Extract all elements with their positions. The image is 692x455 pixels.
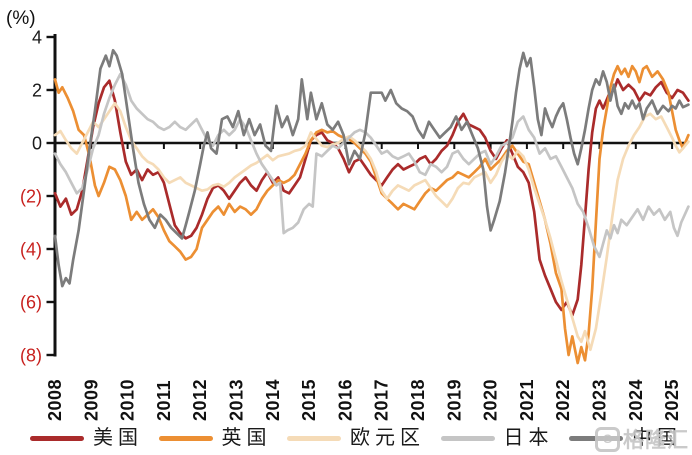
series-line-uk	[53, 64, 690, 365]
x-tick-label: 2015	[299, 379, 319, 421]
series-line-eurozone	[53, 101, 690, 352]
x-tick-label: 2021	[517, 379, 537, 421]
legend-label-uk: 英国	[221, 427, 272, 449]
x-tick-label: 2012	[190, 379, 210, 421]
legend-label-us: 美国	[93, 427, 143, 449]
legend-swatch-eurozone	[287, 435, 341, 441]
x-tick-label: 2025	[662, 379, 682, 421]
legend-item-eurozone: 欧元区	[287, 428, 425, 448]
y-tick-label: (4)	[20, 240, 42, 260]
legend: 美国 英国 欧元区 日本 中国	[0, 423, 692, 453]
legend-label-japan: 日本	[503, 427, 554, 449]
y-tick-label: 4	[32, 28, 42, 48]
x-tick-label: 2018	[408, 379, 428, 421]
x-tick-label: 2016	[335, 379, 355, 421]
legend-item-china: 中国	[569, 428, 682, 448]
legend-swatch-japan	[440, 435, 495, 441]
legend-swatch-us	[30, 435, 84, 441]
x-tick-label: 2013	[227, 379, 247, 421]
x-tick-label: 2017	[372, 379, 392, 421]
y-tick-label: 2	[32, 81, 42, 101]
series-lines	[53, 48, 690, 365]
legend-swatch-uk	[158, 435, 213, 441]
y-axis-unit-label: (%)	[6, 8, 36, 29]
y-tick-label: (6)	[20, 293, 42, 313]
x-tick-labels: 2008 2009 2010 2011 2012 2013 2014 2015 2016 2017…	[45, 379, 682, 421]
y-tick-label: (8)	[20, 346, 42, 366]
x-tick-label: 2019	[444, 379, 464, 421]
series-line-china	[53, 48, 690, 288]
legend-item-japan: 日本	[440, 427, 554, 449]
legend-item-uk: 英国	[158, 427, 272, 449]
legend-item-us: 美国	[30, 428, 143, 448]
legend-label-china: 中国	[632, 427, 682, 449]
x-tick-label: 2020	[481, 379, 501, 421]
x-tick-label: 2022	[553, 379, 573, 421]
y-axis: 4 2 0 (2) (4) (6) (8)	[20, 28, 57, 366]
chart-svg: (%) 4 2 0 (2) (4) (6) (8) 2008 2009 2010 2011 2012…	[6, 8, 690, 421]
series-line-japan	[53, 72, 690, 259]
x-tick-label: 2008	[45, 379, 65, 421]
legend-swatch-china	[569, 435, 623, 441]
legend-label-eurozone: 欧元区	[350, 427, 425, 449]
x-tick-label: 2011	[154, 380, 174, 421]
x-tick-label: 2009	[81, 379, 101, 421]
x-tick-label: 2014	[263, 379, 283, 421]
x-tick-label: 2024	[626, 379, 646, 421]
x-tick-label: 2010	[118, 379, 138, 421]
y-tick-label: (2)	[20, 187, 42, 207]
x-tick-label: 2023	[590, 379, 610, 421]
y-tick-label: 0	[32, 134, 42, 154]
